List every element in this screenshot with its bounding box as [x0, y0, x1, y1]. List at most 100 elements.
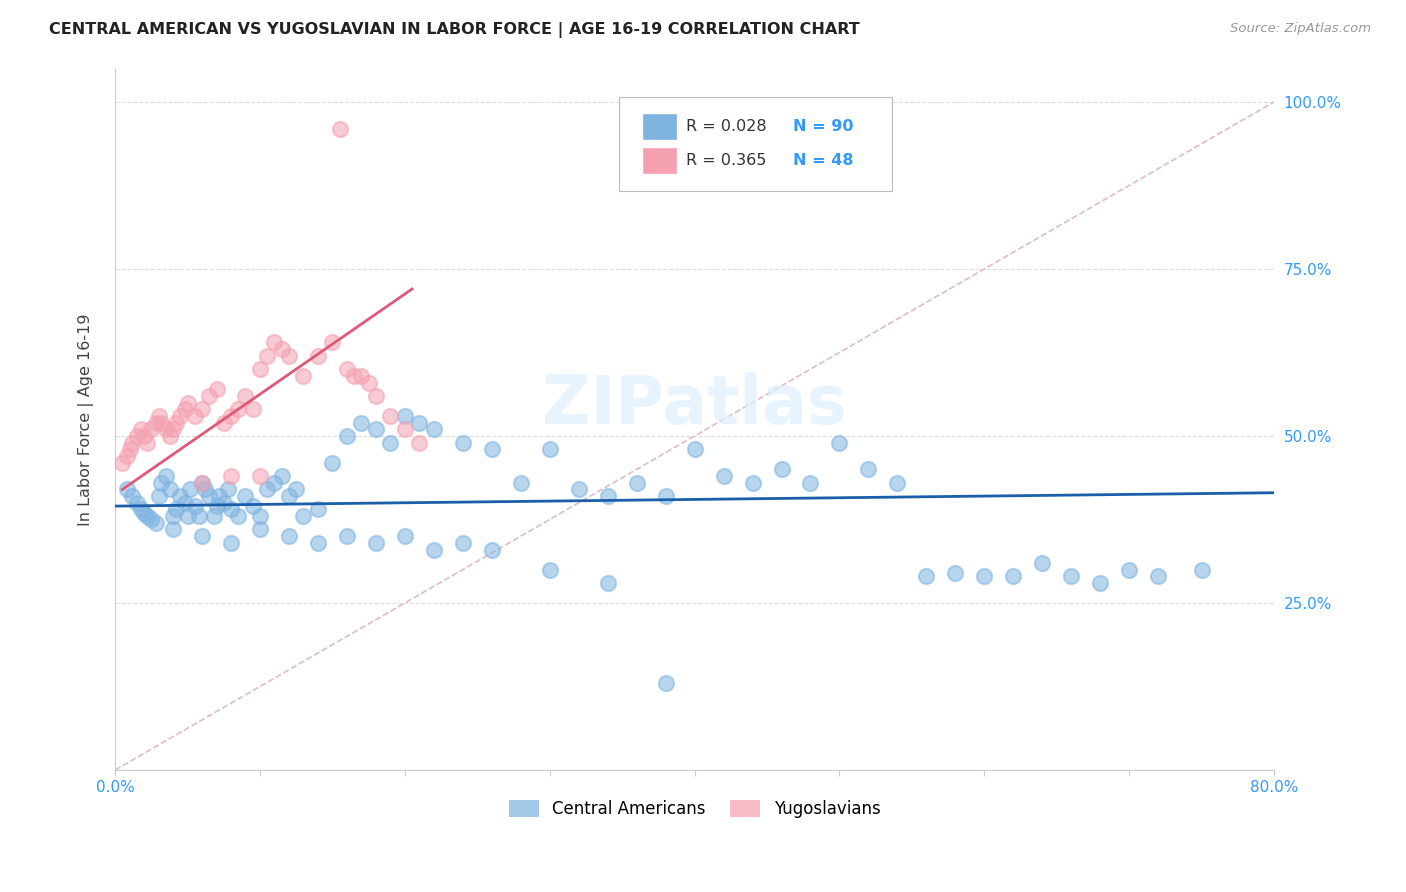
Point	[235, 489, 257, 503]
Point	[242, 499, 264, 513]
Point	[292, 368, 315, 383]
Y-axis label: In Labor Force | Age 16-19: In Labor Force | Age 16-19	[79, 313, 94, 525]
Point	[568, 483, 591, 497]
Point	[408, 435, 430, 450]
Point	[202, 509, 225, 524]
Point	[212, 416, 235, 430]
Point	[886, 475, 908, 490]
Point	[380, 435, 402, 450]
Text: R = 0.365: R = 0.365	[686, 153, 766, 168]
Point	[307, 349, 329, 363]
Point	[249, 523, 271, 537]
Point	[173, 496, 195, 510]
Point	[713, 469, 735, 483]
Point	[159, 483, 181, 497]
Point	[191, 529, 214, 543]
Point	[626, 475, 648, 490]
Point	[111, 456, 134, 470]
Point	[219, 469, 242, 483]
Text: CENTRAL AMERICAN VS YUGOSLAVIAN IN LABOR FORCE | AGE 16-19 CORRELATION CHART: CENTRAL AMERICAN VS YUGOSLAVIAN IN LABOR…	[49, 22, 860, 38]
Point	[336, 429, 359, 443]
Point	[596, 576, 619, 591]
Point	[198, 389, 221, 403]
Point	[179, 483, 201, 497]
Point	[509, 475, 531, 490]
Point	[394, 529, 416, 543]
Point	[596, 489, 619, 503]
Point	[169, 489, 191, 503]
Point	[1090, 576, 1112, 591]
Point	[350, 416, 373, 430]
Point	[198, 489, 221, 503]
Point	[278, 349, 301, 363]
FancyBboxPatch shape	[643, 113, 678, 140]
FancyBboxPatch shape	[619, 96, 891, 191]
Point	[307, 536, 329, 550]
Point	[155, 422, 177, 436]
Point	[165, 416, 187, 430]
Point	[219, 502, 242, 516]
Point	[364, 536, 387, 550]
Point	[121, 435, 143, 450]
Point	[212, 496, 235, 510]
Point	[208, 489, 231, 503]
Point	[249, 469, 271, 483]
Point	[858, 462, 880, 476]
Point	[423, 542, 446, 557]
Point	[188, 509, 211, 524]
Point	[336, 529, 359, 543]
Point	[165, 502, 187, 516]
Point	[654, 676, 676, 690]
Point	[380, 409, 402, 423]
Point	[184, 409, 207, 423]
Point	[194, 483, 217, 497]
Point	[256, 349, 278, 363]
Point	[256, 483, 278, 497]
Point	[184, 499, 207, 513]
Point	[141, 422, 163, 436]
Point	[1118, 563, 1140, 577]
Point	[132, 429, 155, 443]
Point	[226, 509, 249, 524]
Point	[741, 475, 763, 490]
Point	[654, 489, 676, 503]
Point	[129, 502, 152, 516]
Point	[270, 469, 292, 483]
Point	[125, 429, 148, 443]
Point	[226, 402, 249, 417]
Point	[129, 422, 152, 436]
Point	[364, 422, 387, 436]
Point	[173, 402, 195, 417]
Point	[350, 368, 373, 383]
Point	[150, 475, 173, 490]
Point	[394, 422, 416, 436]
Point	[150, 416, 173, 430]
Point	[799, 475, 821, 490]
Point	[155, 469, 177, 483]
Point	[481, 442, 503, 457]
Text: ZIPatlas: ZIPatlas	[543, 372, 846, 438]
Point	[176, 509, 198, 524]
Point	[191, 475, 214, 490]
Point	[292, 509, 315, 524]
Point	[1191, 563, 1213, 577]
Point	[336, 362, 359, 376]
Point	[159, 429, 181, 443]
Point	[205, 499, 228, 513]
Legend: Central Americans, Yugoslavians: Central Americans, Yugoslavians	[502, 793, 887, 825]
Point	[343, 368, 366, 383]
Text: N = 48: N = 48	[793, 153, 853, 168]
Point	[219, 409, 242, 423]
Point	[235, 389, 257, 403]
Point	[263, 475, 285, 490]
Point	[191, 402, 214, 417]
Point	[125, 496, 148, 510]
Point	[1147, 569, 1170, 583]
Point	[217, 483, 239, 497]
Point	[136, 435, 159, 450]
Point	[307, 502, 329, 516]
Point	[121, 489, 143, 503]
Point	[1031, 556, 1053, 570]
Point	[278, 529, 301, 543]
Point	[1060, 569, 1083, 583]
